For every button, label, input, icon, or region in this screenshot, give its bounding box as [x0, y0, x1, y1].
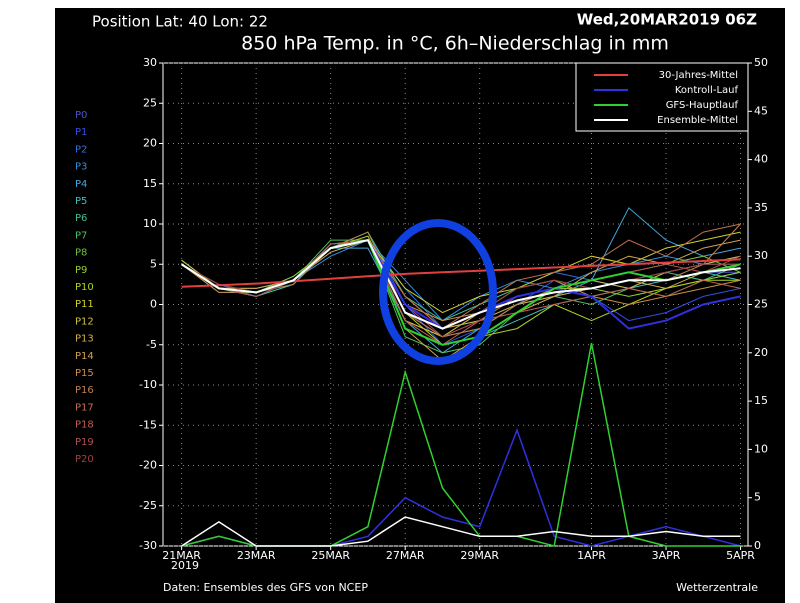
member-label: P13	[75, 334, 94, 345]
precip-line	[181, 516, 741, 547]
member-label: P0	[75, 110, 87, 121]
member-label: P5	[75, 196, 87, 207]
y2-tick-label: 15	[754, 394, 768, 407]
legend-label: 30-Jahres-Mittel	[659, 70, 738, 81]
y2-tick-label: 45	[754, 104, 768, 117]
y-tick-label: -15	[139, 418, 157, 431]
y-tick-label: 20	[143, 137, 157, 150]
member-label: P1	[75, 127, 87, 138]
member-label: P6	[75, 213, 87, 224]
y-tick-label: -5	[146, 338, 157, 351]
y2-tick-label: 35	[754, 201, 768, 214]
x-tick-label: 23MAR	[237, 549, 276, 562]
y-tick-label: 0	[150, 298, 157, 311]
y-tick-label: -30	[139, 539, 157, 552]
highlight-circle	[379, 219, 497, 365]
y2-tick-label: 40	[754, 153, 768, 166]
y-tick-label: -20	[139, 459, 157, 472]
y-tick-label: -10	[139, 378, 157, 391]
legend-label: Ensemble-Mittel	[657, 115, 738, 126]
chart-title: 850 hPa Temp. in °C, 6h–Niederschlag in …	[241, 33, 669, 55]
y2-tick-label: 5	[754, 491, 761, 504]
x-tick-label: 5APR	[726, 549, 755, 562]
y-tick-label: 5	[150, 257, 157, 270]
legend-label: GFS-Hauptlauf	[666, 100, 739, 111]
member-label: P12	[75, 316, 94, 327]
member-label: P9	[75, 265, 87, 276]
member-label: P16	[75, 385, 94, 396]
member-label: P7	[75, 230, 87, 241]
x-tick-label: 1APR	[577, 549, 606, 562]
member-label: P10	[75, 282, 94, 293]
source: Daten: Ensembles des GFS von NCEP	[163, 581, 368, 594]
x-tick-label: 3APR	[652, 549, 681, 562]
y2-tick-label: 25	[754, 298, 768, 311]
member-label: P17	[75, 402, 94, 413]
run-time: Wed,20MAR2019 06Z	[577, 11, 757, 29]
x-tick-label: 25MAR	[311, 549, 350, 562]
x-tick-label: 21MAR	[162, 549, 201, 562]
y-tick-label: 25	[143, 96, 157, 109]
member-label: P14	[75, 351, 94, 362]
y-tick-label: -25	[139, 499, 157, 512]
member-label: P3	[75, 162, 87, 173]
member-label: P19	[75, 437, 94, 448]
brand: Wetterzentrale	[676, 581, 758, 594]
temp-line	[181, 238, 741, 330]
member-label: P2	[75, 144, 87, 155]
temp-line	[181, 239, 741, 338]
temp-line	[181, 239, 741, 362]
member-label: P20	[75, 454, 94, 465]
x-tick-label: 29MAR	[460, 549, 499, 562]
x-year: 2019	[171, 559, 199, 572]
y2-tick-label: 0	[754, 539, 761, 552]
legend-label: Kontroll-Lauf	[675, 85, 739, 96]
member-label: P11	[75, 299, 94, 310]
temp-line	[181, 258, 741, 288]
x-tick-label: 27MAR	[386, 549, 425, 562]
member-label: P8	[75, 248, 87, 259]
y2-tick-label: 10	[754, 442, 768, 455]
y-tick-label: 30	[143, 56, 157, 69]
position: Position Lat: 40 Lon: 22	[92, 13, 268, 31]
member-label: P18	[75, 420, 94, 431]
y-tick-label: 15	[143, 177, 157, 190]
member-label: P15	[75, 368, 94, 379]
y2-tick-label: 50	[754, 56, 768, 69]
y2-tick-label: 20	[754, 346, 768, 359]
member-label: P4	[75, 179, 87, 190]
y-tick-label: 10	[143, 217, 157, 230]
y2-tick-label: 30	[754, 249, 768, 262]
